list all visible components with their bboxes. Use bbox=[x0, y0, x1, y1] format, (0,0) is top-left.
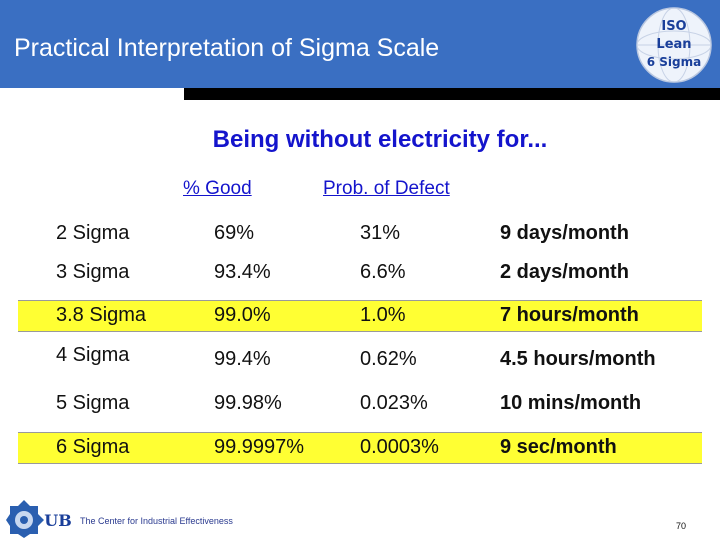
outage-duration: 9 days/month bbox=[500, 222, 629, 244]
defect-probability: 1.0% bbox=[360, 304, 406, 326]
percent-good: 99.0% bbox=[214, 304, 271, 326]
percent-good: 69% bbox=[214, 222, 255, 244]
table-row: 4 Sigma 99.4% 0.62% 4.5 hours/month bbox=[18, 344, 702, 372]
tcie-ub-logo-icon: UB bbox=[6, 500, 72, 538]
footer-org: The Center for Industrial Effectiveness bbox=[80, 516, 233, 526]
svg-text:UB: UB bbox=[44, 511, 71, 530]
header-rule bbox=[184, 88, 720, 100]
table-row-highlighted: 6 Sigma 99.9997% 0.0003% 9 sec/month bbox=[18, 432, 702, 464]
column-header-good: % Good bbox=[183, 178, 252, 199]
badge-line-iso: ISO bbox=[661, 19, 686, 34]
sigma-level: 6 Sigma bbox=[56, 436, 130, 458]
percent-good: 99.9997% bbox=[214, 436, 305, 458]
column-header-defect: Prob. of Defect bbox=[323, 178, 450, 199]
percent-good: 93.4% bbox=[214, 261, 271, 283]
sigma-level: 4 Sigma bbox=[56, 344, 130, 366]
defect-probability: 0.62% bbox=[360, 348, 417, 370]
percent-good: 99.4% bbox=[214, 348, 271, 370]
table-row: 2 Sigma 69% 31% 9 days/month bbox=[18, 220, 702, 248]
header-bar: Practical Interpretation of Sigma Scale … bbox=[0, 0, 720, 88]
subtitle: Being without electricity for... bbox=[212, 126, 548, 153]
sigma-level: 5 Sigma bbox=[56, 392, 130, 414]
table-row: 5 Sigma 99.98% 0.023% 10 mins/month bbox=[18, 390, 702, 418]
table-row: 3 Sigma 93.4% 6.6% 2 days/month bbox=[18, 259, 702, 287]
sigma-level: 2 Sigma bbox=[56, 222, 130, 244]
page-number: 70 bbox=[676, 521, 687, 531]
defect-probability: 6.6% bbox=[360, 261, 406, 283]
defect-probability: 0.023% bbox=[360, 392, 428, 414]
sigma-level: 3.8 Sigma bbox=[56, 304, 147, 326]
defect-probability: 0.0003% bbox=[360, 436, 439, 458]
slide-title: Practical Interpretation of Sigma Scale bbox=[14, 34, 440, 62]
table-row-highlighted: 3.8 Sigma 99.0% 1.0% 7 hours/month bbox=[18, 300, 702, 332]
defect-probability: 31% bbox=[360, 222, 401, 244]
outage-duration: 9 sec/month bbox=[500, 436, 617, 458]
badge-line-six-sigma: 6 Sigma bbox=[647, 55, 701, 69]
badge-line-lean: Lean bbox=[656, 37, 691, 52]
outage-duration: 7 hours/month bbox=[500, 304, 639, 326]
outage-duration: 2 days/month bbox=[500, 261, 629, 283]
sigma-level: 3 Sigma bbox=[56, 261, 130, 283]
percent-good: 99.98% bbox=[214, 392, 282, 414]
outage-duration: 4.5 hours/month bbox=[500, 348, 656, 370]
iso-lean-six-sigma-globe-icon: ISO Lean 6 Sigma bbox=[636, 7, 712, 83]
outage-duration: 10 mins/month bbox=[500, 392, 642, 414]
